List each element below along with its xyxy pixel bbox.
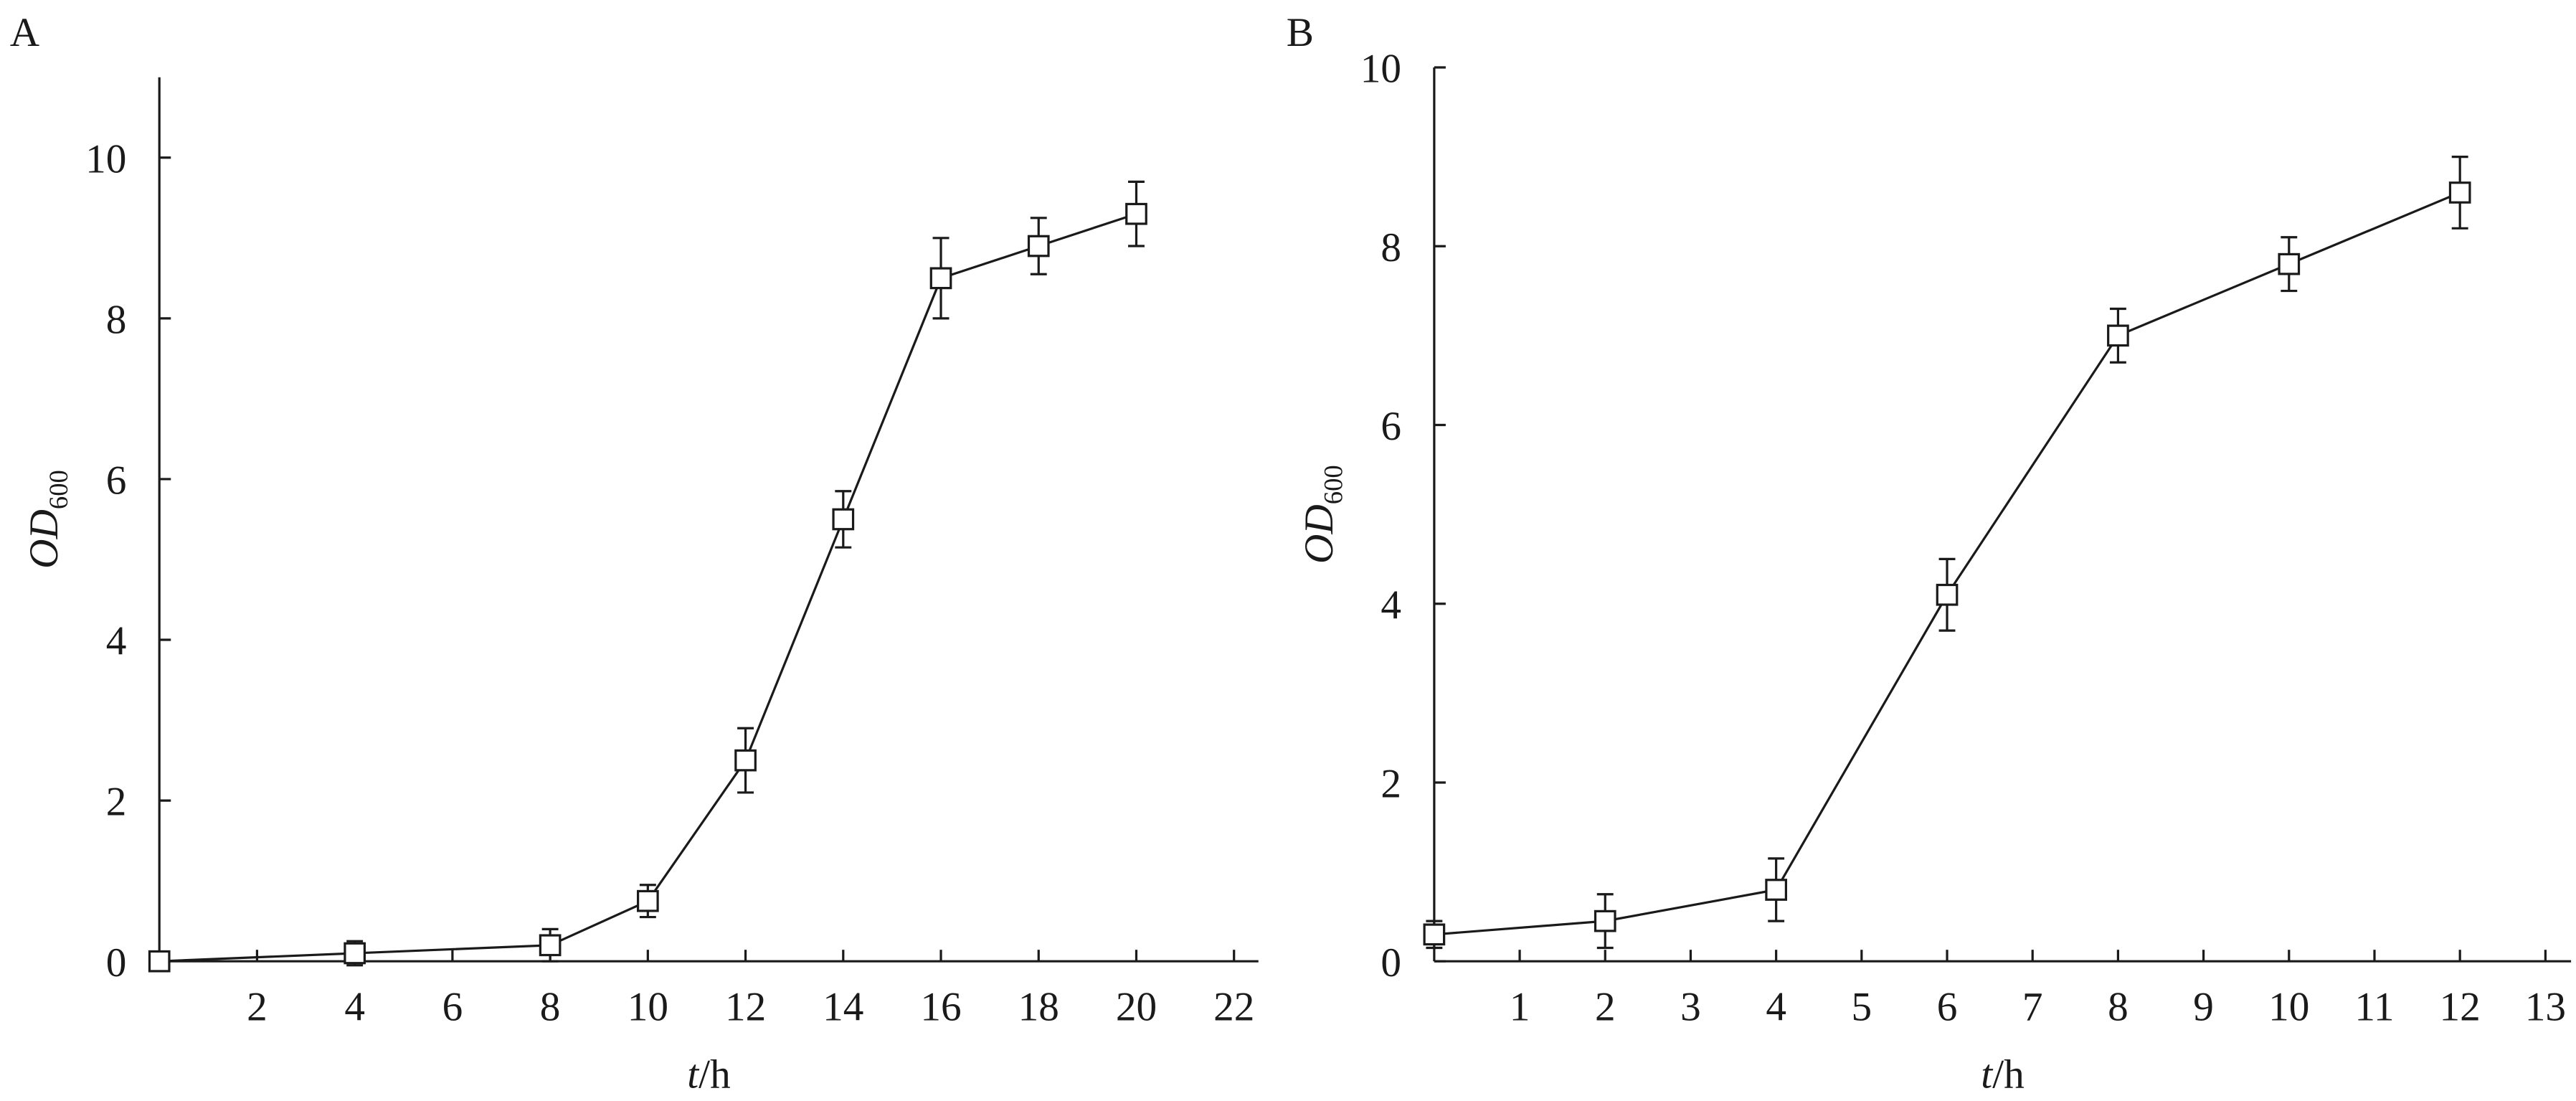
y-label-sub: 600 (44, 470, 73, 509)
marker (148, 950, 171, 973)
y-tick-label: 6 (106, 458, 127, 504)
marker (1125, 202, 1147, 225)
marker (1936, 583, 1959, 606)
x-tick-label: 12 (2440, 985, 2481, 1030)
x-tick-label: 5 (1852, 985, 1872, 1030)
y-tick-label: 2 (1381, 762, 1401, 807)
x-tick-label: 7 (2022, 985, 2043, 1030)
x-label-var: t (687, 1052, 700, 1097)
x-tick-label: 14 (823, 985, 863, 1030)
y-tick-label: 6 (1381, 404, 1401, 449)
marker (344, 942, 366, 965)
x-tick-label: 6 (442, 985, 463, 1030)
data-line (159, 212, 1137, 963)
x-tick-label: 1 (1510, 985, 1530, 1030)
marker (539, 934, 562, 957)
marker (1594, 909, 1616, 932)
x-tick-label: 22 (1213, 985, 1254, 1030)
marker (636, 889, 659, 912)
x-label-unit: /h (1992, 1052, 2025, 1097)
x-tick-label: 9 (2193, 985, 2214, 1030)
y-tick-label: 4 (106, 619, 127, 664)
marker (832, 508, 855, 531)
x-tick-label: 2 (247, 985, 267, 1030)
x-label-unit: /h (699, 1052, 731, 1097)
x-label-var: t (1981, 1052, 1994, 1097)
x-tick-label: 6 (1937, 985, 1958, 1030)
x-tick-label: 16 (920, 985, 961, 1030)
x-tick-label: 20 (1116, 985, 1157, 1030)
x-axis-label: t/h (1981, 1052, 2024, 1097)
y-tick-label: 4 (1381, 582, 1401, 628)
x-tick-label: 10 (628, 985, 668, 1030)
x-tick-label: 2 (1595, 985, 1616, 1030)
x-tick-label: 13 (2525, 985, 2566, 1030)
x-tick-label: 8 (540, 985, 561, 1030)
y-tick-label: 2 (106, 780, 127, 825)
marker (1027, 235, 1050, 257)
x-tick-label: 18 (1018, 985, 1059, 1030)
marker (1765, 879, 1787, 901)
panel-label: B (1287, 10, 1314, 55)
y-tick-label: 0 (106, 940, 127, 986)
marker (1423, 923, 1446, 946)
marker (2278, 252, 2301, 275)
y-tick-label: 10 (85, 136, 126, 181)
x-axis-label: t/h (687, 1052, 730, 1097)
x-tick-label: 12 (725, 985, 766, 1030)
x-tick-label: 3 (1680, 985, 1701, 1030)
marker (929, 267, 952, 290)
y-axis-label: OD600 (1297, 465, 1348, 564)
x-tick-label: 10 (2268, 985, 2309, 1030)
marker (734, 749, 757, 772)
marker (2107, 324, 2129, 347)
x-tick-label: 8 (2108, 985, 2128, 1030)
y-axis-label: OD600 (22, 470, 73, 569)
y-label-main: OD (22, 509, 67, 569)
y-tick-label: 8 (106, 297, 127, 342)
y-label-sub: 600 (1319, 465, 1348, 504)
x-tick-label: 11 (2354, 985, 2394, 1030)
marker (2448, 181, 2471, 204)
y-tick-label: 0 (1381, 940, 1401, 986)
y-tick-label: 10 (1360, 47, 1401, 92)
x-tick-label: 4 (344, 985, 365, 1030)
x-tick-label: 4 (1766, 985, 1786, 1030)
panel-label: A (10, 10, 39, 55)
y-tick-label: 8 (1381, 225, 1401, 270)
y-label-main: OD (1297, 504, 1342, 564)
